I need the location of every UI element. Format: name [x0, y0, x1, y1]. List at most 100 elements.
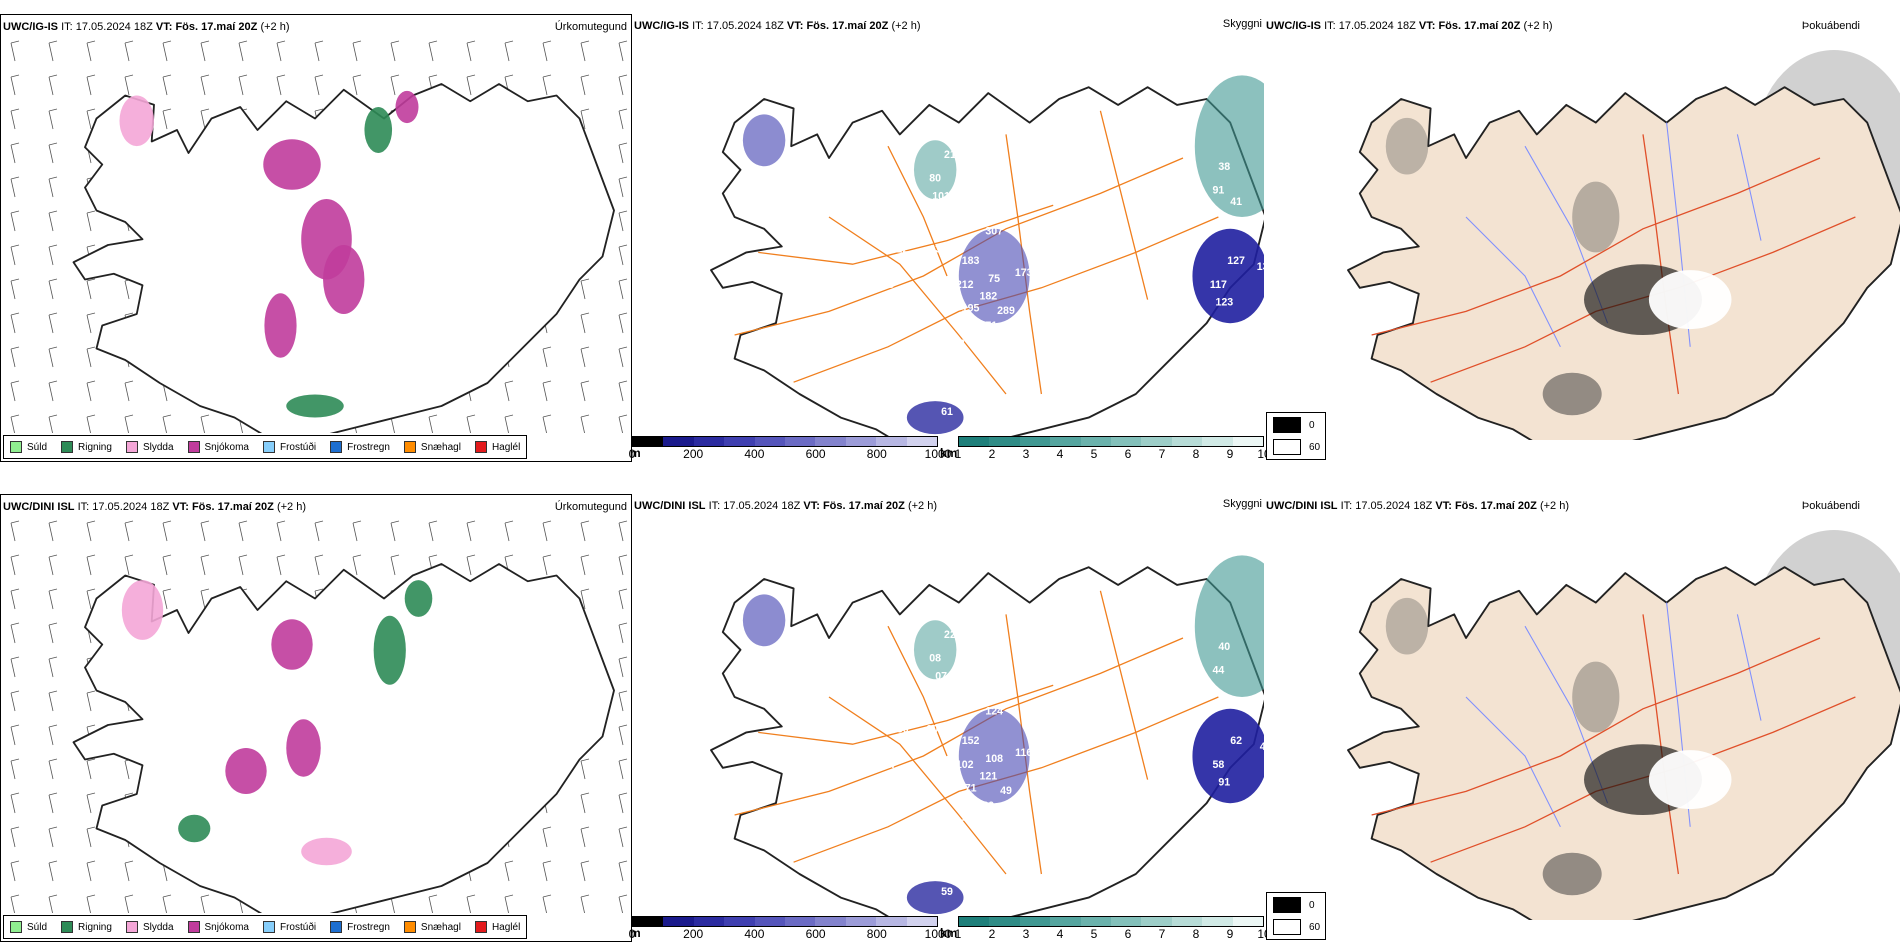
wind-barb — [86, 212, 92, 232]
wind-barb — [10, 244, 20, 248]
wind-barb — [618, 212, 624, 232]
wind-barb — [48, 590, 54, 610]
colorbar-segment — [1080, 437, 1112, 446]
cloud-base-unit: m — [630, 446, 641, 460]
cloud-base-label: 117 — [1210, 279, 1227, 291]
legend-swatch — [262, 441, 275, 453]
scale-tick-label: 4 — [1056, 927, 1064, 941]
wind-barb — [48, 380, 58, 384]
wind-barb — [352, 554, 362, 558]
wind-barb — [48, 312, 58, 316]
fog-panel-dini: UWC/DINI ISL IT: 17.05.2024 18Z VT: Fös.… — [1264, 494, 1900, 942]
legend-item: Frostúði — [262, 441, 316, 453]
wind-barb — [200, 522, 206, 542]
road — [758, 204, 1054, 265]
wind-barb — [618, 590, 624, 610]
visibility-ticks: 1 2 3 4 5 6 7 8 9 10 — [955, 927, 1271, 941]
legend-swatch — [474, 441, 487, 453]
visibility-colorbar — [958, 916, 1264, 927]
wind-barb — [352, 76, 358, 96]
wind-barb — [86, 690, 96, 694]
wind-barb — [48, 724, 58, 728]
wind-barb — [504, 860, 514, 864]
wind-barb — [618, 280, 624, 300]
wind-barb — [48, 348, 54, 368]
wind-barb — [48, 176, 58, 180]
wind-barb — [200, 556, 206, 576]
fog-map — [1347, 530, 1900, 920]
visibility-unit: km — [940, 926, 958, 940]
wind-barb — [542, 860, 552, 864]
wind-barb — [86, 794, 92, 814]
low-visibility-area — [913, 620, 957, 680]
low-cloud-area — [958, 708, 1030, 804]
legend-swatch — [125, 441, 138, 453]
cloud-base-label: 182 — [979, 291, 997, 303]
wind-barb — [390, 74, 400, 78]
wind-barb — [124, 40, 134, 44]
wind-barb — [48, 794, 54, 814]
wind-barb — [162, 108, 172, 112]
colorbar-segment — [1202, 917, 1233, 926]
wind-barb — [48, 896, 53, 913]
wind-barb — [618, 314, 624, 334]
wind-barb — [48, 416, 53, 433]
wind-barb — [542, 40, 552, 44]
colorbar-segment — [1019, 917, 1051, 926]
wind-barb — [10, 896, 15, 913]
wind-barb — [390, 556, 396, 576]
wind-barb — [618, 210, 628, 214]
wind-barb — [352, 40, 362, 44]
fog-legend-swatch — [1273, 919, 1301, 935]
wind-barb — [238, 554, 248, 558]
cloud-base-label: 105 — [1021, 706, 1039, 718]
iceland-outline — [72, 83, 615, 433]
cloud-base-scale: 0 200 400 600 800 1000 m — [629, 436, 951, 461]
wind-barb — [124, 312, 134, 316]
panel-header: UWC/IG-IS IT: 17.05.2024 18Z VT: Fös. 17… — [1266, 20, 1553, 32]
coastline — [1347, 566, 1900, 920]
wind-barb — [276, 554, 286, 558]
cloud-base-label: 54 — [917, 794, 929, 806]
wind-barb — [10, 590, 16, 610]
legend-label: Frostregn — [347, 441, 390, 453]
wind-barb — [580, 758, 590, 762]
legend-label: Rigning — [78, 921, 112, 933]
fog-legend-label: 60 — [1309, 441, 1321, 453]
scale-tick-label: 2 — [988, 447, 996, 461]
cloud-base-label: 217 — [944, 149, 962, 161]
colorbar-segment — [1111, 437, 1142, 446]
river — [1465, 216, 1561, 348]
wind-barb — [86, 110, 92, 130]
legend-label: Slydda — [142, 921, 174, 933]
wind-barb — [162, 520, 172, 524]
fog-panel-ig: UWC/IG-IS IT: 17.05.2024 18Z VT: Fös. 17… — [1264, 14, 1900, 462]
wind-barb — [10, 656, 20, 660]
cloud-base-label: 99 — [1236, 700, 1248, 712]
wind-barb — [124, 74, 134, 78]
precip-panel-ig: UWC/IG-IS IT: 17.05.2024 18Z VT: Fös. 17… — [0, 14, 632, 462]
wind-barb — [48, 758, 58, 762]
river — [1465, 696, 1561, 828]
wind-barb — [48, 554, 58, 558]
colorbar-segment — [1050, 917, 1081, 926]
wind-barb — [10, 860, 20, 864]
wind-barb — [618, 246, 624, 266]
wind-barb — [580, 522, 586, 542]
wind-barb — [618, 622, 628, 626]
low-cloud-area — [906, 881, 964, 915]
wind-barb — [618, 346, 628, 350]
wind-barb — [504, 382, 510, 402]
colorbar-segment — [1111, 917, 1142, 926]
wind-barb — [48, 760, 54, 780]
wind-barb — [200, 40, 210, 44]
wind-barb — [580, 792, 590, 796]
cloud-base-label: 93 — [1071, 818, 1083, 830]
legend-swatch — [187, 921, 200, 933]
cloud-base-label: 60 — [982, 800, 994, 812]
wind-barb — [314, 108, 324, 112]
colorbar-segment — [959, 917, 990, 926]
cloud-base-label: 112 — [891, 243, 908, 255]
wind-barb — [618, 828, 624, 848]
wind-barb — [618, 142, 628, 146]
